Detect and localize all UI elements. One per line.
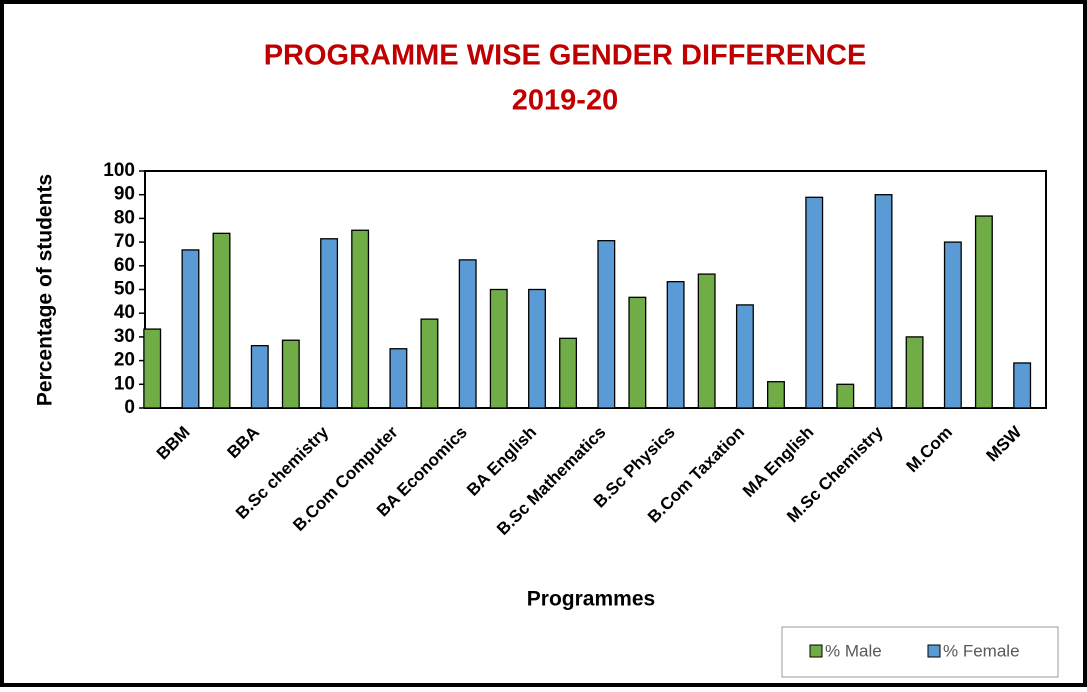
bar: [836, 383, 855, 409]
y-tick-label: 20: [114, 350, 135, 371]
bar: [420, 318, 439, 409]
bar: [874, 194, 893, 409]
bar: [666, 281, 685, 409]
bar: [389, 348, 408, 409]
y-tick-label: 0: [124, 397, 135, 418]
y-tick-label: 30: [114, 326, 135, 347]
legend-swatch: [809, 644, 823, 658]
bar: [458, 259, 477, 409]
chart-title: PROGRAMME WISE GENDER DIFFERENCE: [264, 40, 867, 72]
x-axis-label: Programmes: [527, 588, 655, 611]
bar: [767, 381, 785, 409]
bar: [597, 240, 616, 409]
bar: [489, 288, 508, 409]
bar: [628, 296, 647, 409]
bar: [805, 196, 824, 409]
y-tick-label: 90: [114, 184, 135, 205]
bar: [735, 304, 754, 409]
y-tick-label: 50: [114, 279, 135, 300]
bar: [351, 229, 370, 409]
bar: [943, 241, 962, 409]
bar: [1013, 362, 1032, 409]
y-tick-label: 100: [103, 160, 135, 181]
legend-label: % Female: [943, 641, 1020, 660]
bar: [974, 215, 993, 409]
y-tick-label: 60: [114, 255, 135, 276]
bar: [559, 337, 578, 409]
bar: [212, 232, 231, 409]
y-tick-label: 40: [114, 302, 135, 323]
legend-swatch: [927, 644, 941, 658]
y-tick-label: 10: [114, 373, 135, 394]
bar: [528, 288, 546, 409]
y-tick-label: 80: [114, 207, 135, 228]
y-tick-label: 70: [114, 231, 135, 252]
chart-subtitle: 2019-20: [512, 85, 618, 117]
bar: [697, 273, 716, 409]
y-axis-label: Percentage of students: [34, 174, 57, 406]
bar: [143, 328, 162, 409]
bar: [281, 339, 300, 409]
bar: [250, 345, 269, 409]
bar: [320, 238, 339, 409]
legend-label: % Male: [825, 641, 882, 660]
legend-box: [781, 626, 1059, 678]
bar: [905, 336, 924, 409]
bar: [181, 249, 200, 409]
